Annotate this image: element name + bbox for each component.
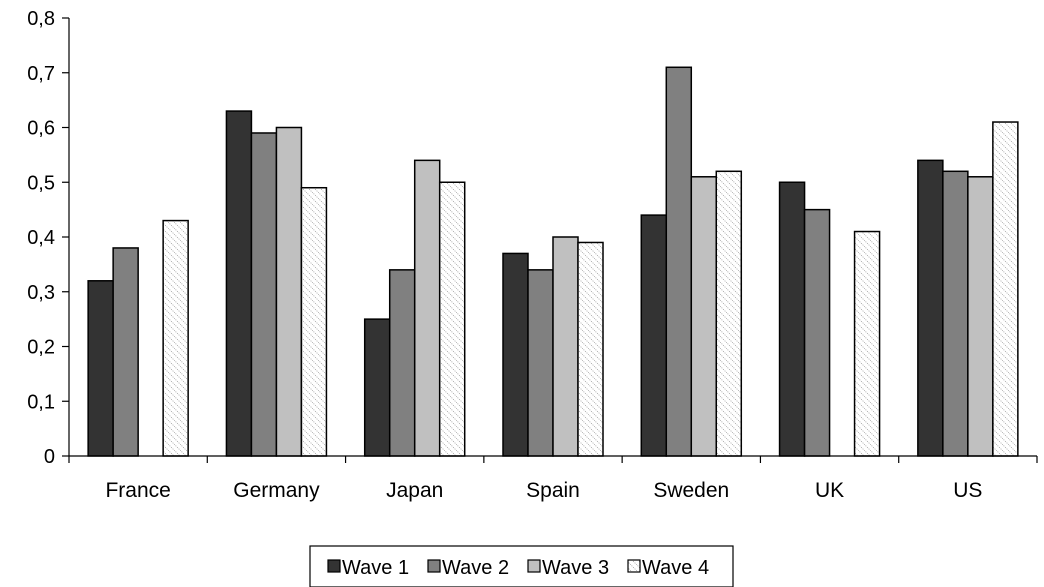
bar-spain-wave-3 — [552, 236, 579, 457]
bar-france-wave-1 — [87, 280, 114, 457]
bar-germany-wave-2 — [250, 132, 278, 457]
bar-spain-wave-4 — [577, 241, 604, 457]
bar-uk-wave-4 — [853, 230, 881, 457]
legend-swatch-wave-1 — [327, 559, 341, 573]
labels-layer: 0 0,1 0,2 0,3 0,4 0,5 0,6 0,7 0,8 France Germany Ja… — [27, 8, 982, 502]
y-tick-label: 0,4 — [27, 227, 55, 249]
bars-layer — [87, 66, 1019, 457]
bar-germany-wave-1 — [225, 110, 253, 457]
bar-germany-wave-4 — [300, 186, 328, 457]
axes-layer — [62, 17, 1038, 463]
bar-france-wave-4 — [162, 219, 189, 457]
legend-swatch-wave-2 — [427, 559, 441, 573]
x-category-label: Sweden — [653, 479, 729, 502]
bar-germany-wave-3 — [275, 126, 303, 457]
bar-us-wave-3 — [967, 176, 994, 457]
bar-sweden-wave-2 — [665, 66, 693, 457]
y-tick-label: 0,7 — [27, 63, 55, 85]
bar-japan-wave-4 — [438, 181, 466, 457]
y-tick-label: 0,5 — [27, 172, 55, 194]
x-category-label: Spain — [526, 479, 580, 502]
bar-uk-wave-1 — [778, 181, 806, 457]
bar-spain-wave-1 — [502, 252, 529, 457]
x-category-label: UK — [815, 479, 844, 502]
legend: Wave 1 Wave 2 Wave 3 Wave 4 — [309, 545, 734, 587]
bar-france-wave-2 — [112, 247, 139, 457]
x-category-label: Germany — [233, 479, 320, 502]
y-tick-label: 0,6 — [27, 118, 55, 140]
bar-sweden-wave-4 — [715, 170, 743, 457]
y-tick-label: 0,8 — [27, 8, 55, 30]
legend-swatch-wave-3 — [527, 559, 541, 573]
bar-uk-wave-2 — [803, 208, 831, 457]
bar-spain-wave-2 — [527, 269, 554, 457]
bar-sweden-wave-3 — [690, 176, 718, 457]
bar-sweden-wave-1 — [640, 214, 668, 457]
bar-japan-wave-1 — [363, 318, 391, 457]
legend-label: Wave 4 — [642, 557, 709, 579]
bar-us-wave-2 — [942, 170, 969, 457]
x-category-label: France — [105, 479, 170, 502]
bar-us-wave-1 — [917, 159, 944, 457]
legend-label: Wave 1 — [342, 557, 409, 579]
bar-japan-wave-3 — [413, 159, 441, 457]
y-tick-label: 0,3 — [27, 282, 55, 304]
bar-us-wave-4 — [992, 121, 1019, 457]
y-tick-label: 0,1 — [27, 391, 55, 413]
legend-swatch-wave-4 — [627, 559, 641, 573]
x-category-label: US — [953, 479, 982, 502]
legend-label: Wave 2 — [442, 557, 509, 579]
legend-label: Wave 3 — [542, 557, 609, 579]
y-tick-label: 0,2 — [27, 337, 55, 359]
y-tick-label: 0 — [44, 446, 55, 468]
x-category-label: Japan — [386, 479, 443, 502]
bar-japan-wave-2 — [388, 269, 416, 457]
legend-frame — [309, 545, 734, 587]
